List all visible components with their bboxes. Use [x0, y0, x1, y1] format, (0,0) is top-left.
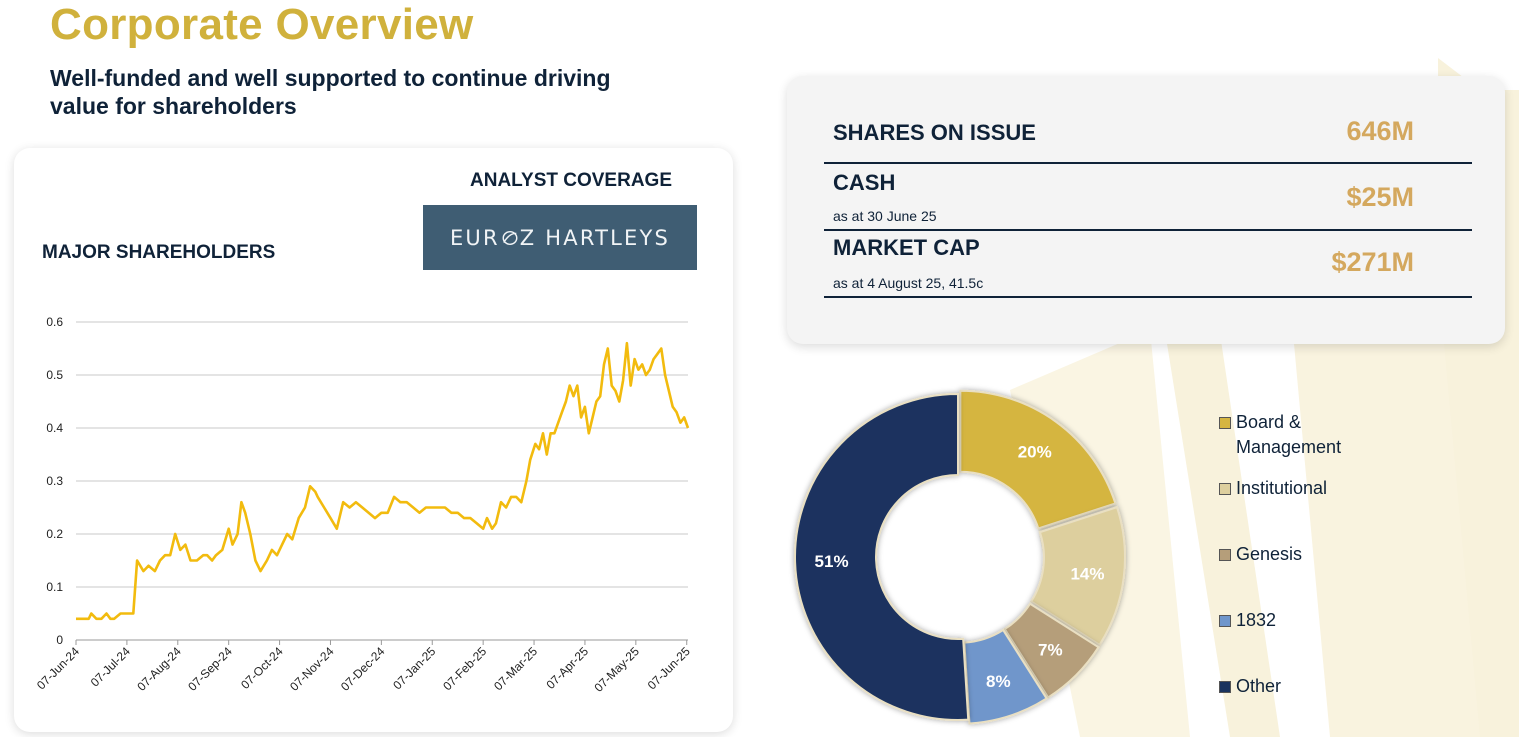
y-tick-label: 0.3: [46, 474, 63, 488]
logo-text-left: EUR: [449, 225, 500, 250]
stat-value: 646M: [1346, 116, 1414, 146]
donut-slice: [959, 389, 1117, 530]
y-tick-label: 0.4: [46, 421, 63, 435]
x-tick-label: 07-Nov-24: [287, 644, 337, 694]
logo-swirl-icon: [502, 230, 518, 245]
y-tick-label: 0.2: [46, 527, 63, 541]
x-tick-label: 07-Aug-24: [134, 644, 184, 694]
legend-label: 1832: [1236, 610, 1277, 630]
legend-label: Genesis: [1236, 544, 1303, 564]
x-tick-label: 07-Oct-24: [238, 644, 286, 692]
share-price-chart: 00.10.20.30.40.50.607-Jun-24 07-Jul-24 07-…: [34, 315, 693, 695]
page-title: Corporate Overview: [50, 0, 474, 49]
x-tick-label: 07-Mar-25: [491, 644, 540, 693]
stat-cash: CASH as at 30 June 25 $25M: [824, 164, 1472, 231]
stat-label: MARKET CAP: [833, 235, 980, 260]
stat-sub: as at 4 August 25, 41.5c: [833, 275, 984, 291]
stat-label: SHARES ON ISSUE: [833, 120, 1036, 145]
y-tick-label: 0.5: [46, 368, 63, 382]
legend-swatch: [1219, 483, 1231, 495]
legend-swatch: [1219, 549, 1231, 561]
y-tick-label: 0: [56, 633, 63, 647]
shareholders-card: ANALYST COVERAGE EUR Z HARTLEYS MAJOR SHA…: [14, 148, 733, 732]
donut-slice-label: 14%: [1070, 564, 1104, 583]
donut-slice: [794, 392, 970, 721]
donut-slice-label: 8%: [986, 672, 1011, 691]
stat-value: $271M: [1331, 247, 1414, 277]
legend-label: Other: [1236, 676, 1282, 696]
euroz-hartleys-logo: EUR Z HARTLEYS: [423, 205, 697, 270]
x-tick-label: 07-Jun-24: [34, 644, 82, 692]
analyst-coverage-label: ANALYST COVERAGE: [470, 170, 672, 191]
donut-slice-label: 20%: [1018, 442, 1052, 461]
legend-swatch: [1219, 417, 1231, 429]
key-stats-card: SHARES ON ISSUE 646M CASH as at 30 June …: [787, 76, 1505, 344]
shareholder-donut-chart: 20% 14% 7% 8% 51%: [794, 389, 1126, 725]
stat-value: $25M: [1346, 182, 1414, 212]
donut-slice: [1003, 602, 1100, 699]
x-tick-label: 07-Jul-24: [88, 644, 134, 690]
x-tick-label: 07-Jan-25: [390, 644, 438, 692]
stat-market-cap: MARKET CAP as at 4 August 25, 41.5c $271…: [824, 231, 1472, 298]
donut-slice: [1029, 505, 1126, 647]
x-tick-label: 07-May-25: [591, 644, 642, 695]
legend-label: Institutional: [1236, 478, 1328, 498]
legend-label: Board & Management: [1236, 412, 1342, 457]
x-tick-label: 07-Sep-24: [185, 644, 235, 694]
donut-slice-label: 7%: [1038, 640, 1063, 659]
stat-label: CASH: [833, 170, 896, 195]
y-tick-label: 0.6: [46, 315, 63, 329]
donut-slice: [963, 628, 1048, 725]
page-subtitle: Well-funded and well supported to contin…: [50, 65, 611, 119]
stat-shares-on-issue: SHARES ON ISSUE 646M: [824, 116, 1472, 164]
logo-text-right: Z HARTLEYS: [519, 225, 671, 250]
legend-swatch: [1219, 681, 1231, 693]
donut-slice-label: 51%: [815, 552, 849, 571]
x-tick-label: 07-Apr-25: [543, 644, 591, 692]
y-tick-label: 0.1: [46, 580, 63, 594]
x-tick-label: 07-Dec-24: [338, 644, 388, 694]
share-price-line: [76, 341, 690, 621]
x-tick-label: 07-Jun-25: [645, 644, 693, 692]
major-shareholders-label: MAJOR SHAREHOLDERS: [42, 242, 276, 263]
logo-text: EUR Z HARTLEYS: [450, 226, 670, 250]
stat-sub: as at 30 June 25: [833, 208, 937, 224]
legend-swatch: [1219, 615, 1231, 627]
x-tick-label: 07-Feb-25: [440, 644, 489, 693]
